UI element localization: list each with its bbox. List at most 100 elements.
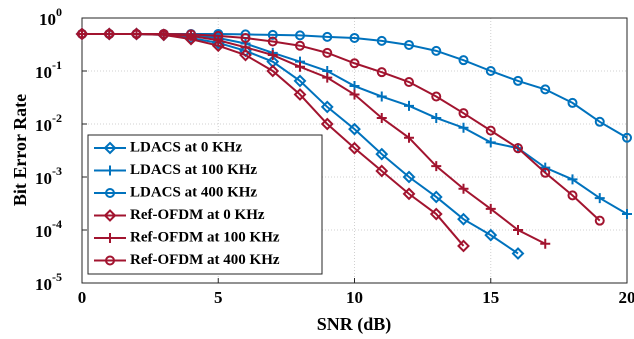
- marker: [540, 238, 551, 249]
- marker: [404, 132, 414, 143]
- marker: [77, 28, 87, 39]
- legend-box: [87, 134, 323, 275]
- y-tick-base: 10: [35, 222, 52, 241]
- marker: [266, 64, 280, 78]
- x-tick-label: 5: [214, 288, 223, 307]
- marker: [402, 187, 416, 201]
- marker: [567, 190, 578, 201]
- y-tick-exponent: -3: [52, 164, 62, 178]
- y-tick-base: 10: [35, 116, 52, 135]
- marker: [567, 174, 578, 185]
- y-tick-label: 100: [39, 5, 62, 29]
- marker: [431, 112, 442, 123]
- marker: [211, 39, 225, 53]
- marker: [540, 167, 551, 178]
- marker: [540, 84, 551, 95]
- x-axis-label: SNR (dB): [317, 314, 392, 335]
- marker: [186, 29, 196, 40]
- marker: [240, 42, 251, 53]
- marker: [431, 161, 442, 172]
- legend-marker: [105, 255, 115, 266]
- marker: [376, 67, 387, 78]
- marker: [457, 239, 470, 253]
- x-tick-label: 20: [619, 288, 634, 307]
- marker: [404, 39, 414, 50]
- marker: [431, 91, 442, 102]
- marker: [513, 143, 523, 154]
- y-tick-exponent: -2: [52, 111, 62, 125]
- legend-marker: [105, 233, 115, 243]
- marker: [485, 66, 496, 76]
- marker: [295, 61, 305, 72]
- marker: [320, 100, 334, 114]
- marker: [239, 48, 252, 62]
- marker: [376, 35, 387, 46]
- marker: [622, 209, 632, 220]
- marker: [158, 28, 169, 39]
- marker: [375, 164, 389, 178]
- marker: [322, 72, 333, 83]
- legend-marker: [103, 141, 117, 155]
- marker: [457, 212, 470, 226]
- marker: [594, 215, 605, 226]
- marker: [404, 100, 414, 111]
- marker: [429, 207, 443, 221]
- marker: [267, 36, 278, 47]
- legend-label: Ref-OFDM at 0 KHz: [130, 207, 265, 223]
- marker: [513, 225, 523, 235]
- marker: [322, 31, 333, 42]
- marker: [322, 47, 333, 58]
- marker: [295, 30, 305, 41]
- marker: [485, 203, 496, 214]
- marker: [458, 122, 469, 133]
- x-tick-label: 0: [78, 288, 87, 307]
- legend-label: LDACS at 400 KHz: [130, 184, 257, 200]
- marker: [485, 137, 496, 148]
- marker: [293, 88, 307, 101]
- marker: [349, 58, 360, 69]
- marker: [458, 108, 469, 119]
- y-tick-base: 10: [35, 63, 52, 82]
- legend-label: LDACS at 100 KHz: [130, 162, 257, 178]
- marker: [594, 193, 605, 204]
- marker: [349, 89, 360, 100]
- y-tick-label: 10-4: [35, 217, 62, 241]
- marker: [293, 74, 307, 88]
- y-axis-label: Bit Error Rate: [10, 94, 30, 206]
- marker: [511, 247, 525, 260]
- marker: [213, 30, 224, 41]
- y-tick-exponent: -1: [52, 58, 62, 72]
- plot-frame: [81, 17, 628, 284]
- marker: [485, 125, 496, 136]
- marker: [458, 55, 469, 66]
- marker: [404, 77, 414, 88]
- marker: [402, 170, 416, 184]
- marker: [540, 162, 551, 173]
- marker: [622, 132, 632, 143]
- marker: [431, 45, 442, 56]
- legend-label: LDACS at 0 KHz: [130, 139, 242, 155]
- y-tick-base: 10: [35, 275, 52, 294]
- marker: [429, 190, 443, 204]
- x-tick-label: 15: [482, 288, 499, 307]
- marker: [513, 75, 523, 86]
- y-tick-label: 10-5: [35, 270, 62, 294]
- y-tick-base: 10: [39, 10, 56, 29]
- marker: [349, 32, 360, 43]
- marker: [484, 228, 498, 242]
- legend-label: Ref-OFDM at 100 KHz: [130, 229, 280, 245]
- marker: [267, 50, 278, 61]
- legend-label: Ref-OFDM at 400 KHz: [130, 252, 280, 268]
- marker: [131, 28, 142, 39]
- legend-marker: [105, 188, 115, 198]
- marker: [594, 116, 605, 127]
- marker: [295, 40, 305, 51]
- legend-marker: [105, 165, 115, 176]
- marker: [349, 81, 360, 92]
- y-tick-exponent: -4: [52, 217, 62, 231]
- marker: [567, 97, 578, 108]
- marker: [240, 32, 251, 43]
- marker: [458, 183, 469, 194]
